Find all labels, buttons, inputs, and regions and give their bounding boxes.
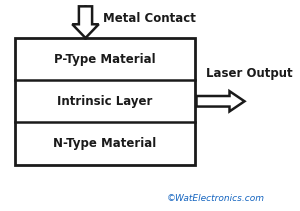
Text: ©WatElectronics.com: ©WatElectronics.com (167, 193, 265, 203)
Bar (15, 38, 195, 165)
Text: Intrinsic Layer: Intrinsic Layer (57, 95, 153, 108)
Text: P-Type Material: P-Type Material (54, 53, 156, 66)
Polygon shape (196, 91, 244, 111)
Text: N-Type Material: N-Type Material (53, 137, 157, 150)
Text: Laser Output: Laser Output (206, 67, 292, 80)
Text: Metal Contact: Metal Contact (103, 12, 196, 26)
Polygon shape (72, 6, 99, 38)
